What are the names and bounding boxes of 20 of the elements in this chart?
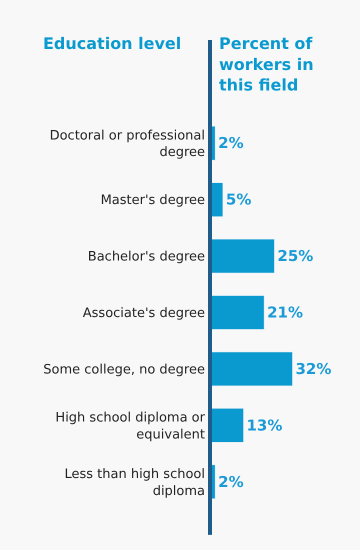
- data-label: 2%: [218, 134, 244, 152]
- data-label: 5%: [226, 190, 252, 209]
- bar: [210, 352, 293, 386]
- y-tick-label: High school diploma or equivalent: [55, 410, 206, 442]
- data-label: 32%: [295, 360, 332, 378]
- bar: [210, 295, 264, 330]
- data-label: 25%: [277, 247, 314, 266]
- y-tick-label: Bachelor's degree: [88, 250, 205, 265]
- bar: [210, 238, 275, 274]
- data-label: 2%: [218, 472, 244, 491]
- y-tick-label: Less than high school diploma: [64, 466, 205, 499]
- y-tick-label: Doctoral or professional degree: [50, 128, 205, 160]
- x-axis-title: Percent of workers in this field: [219, 34, 314, 95]
- y-tick-label: Some college, no degree: [43, 362, 205, 378]
- y-tick-label: Master's degree: [100, 193, 205, 208]
- y-axis-title: Education level: [43, 34, 182, 53]
- y-tick-label: Associate's degree: [82, 306, 205, 322]
- data-label: 13%: [246, 416, 282, 434]
- bar: [210, 408, 244, 443]
- data-label: 21%: [267, 304, 304, 322]
